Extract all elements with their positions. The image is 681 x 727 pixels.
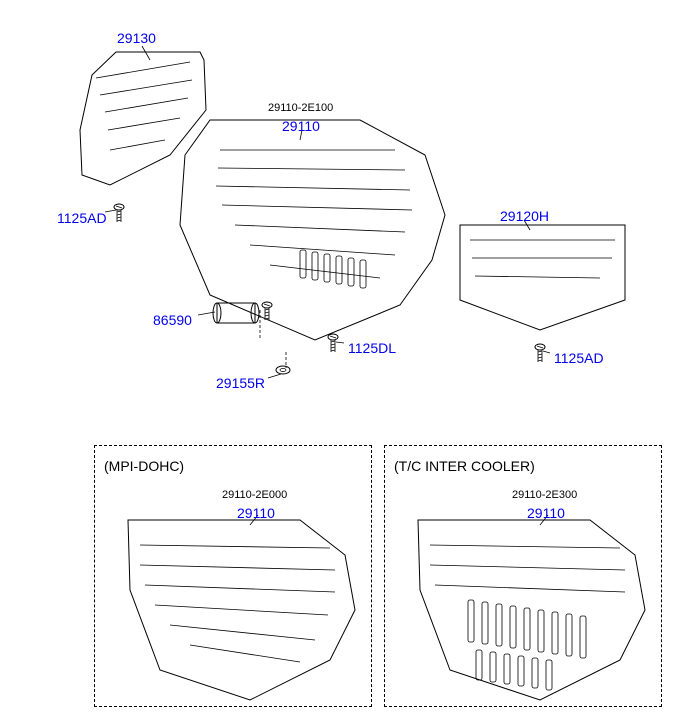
variant-title-tc: (T/C INTER COOLER)	[394, 458, 535, 474]
part-ref-29110-main[interactable]: 29110	[282, 118, 320, 134]
part-ref-1125dl[interactable]: 1125DL	[348, 340, 396, 356]
part-ref-29155r[interactable]: 29155R	[216, 375, 265, 391]
parts-diagram-canvas: 29130 29110-2E100 29110 1125AD 29120H 86…	[0, 0, 681, 727]
variant-title-mpi: (MPI-DOHC)	[104, 458, 184, 474]
part-ref-1125ad-right[interactable]: 1125AD	[554, 350, 604, 366]
part-ref-29110-tc[interactable]: 29110	[527, 505, 565, 521]
part-ref-29120h[interactable]: 29120H	[500, 208, 549, 224]
part-ref-29130[interactable]: 29130	[117, 30, 156, 46]
variant-box-tc	[384, 445, 662, 707]
part-ref-29110-mpi[interactable]: 29110	[237, 505, 275, 521]
part-pn-29110-tc: 29110-2E300	[512, 489, 577, 501]
part-pn-29110-mpi: 29110-2E000	[222, 489, 287, 501]
part-ref-86590[interactable]: 86590	[153, 312, 192, 328]
variant-box-mpi	[94, 445, 372, 707]
part-pn-29110-main: 29110-2E100	[268, 102, 333, 114]
part-ref-1125ad-left[interactable]: 1125AD	[57, 210, 107, 226]
